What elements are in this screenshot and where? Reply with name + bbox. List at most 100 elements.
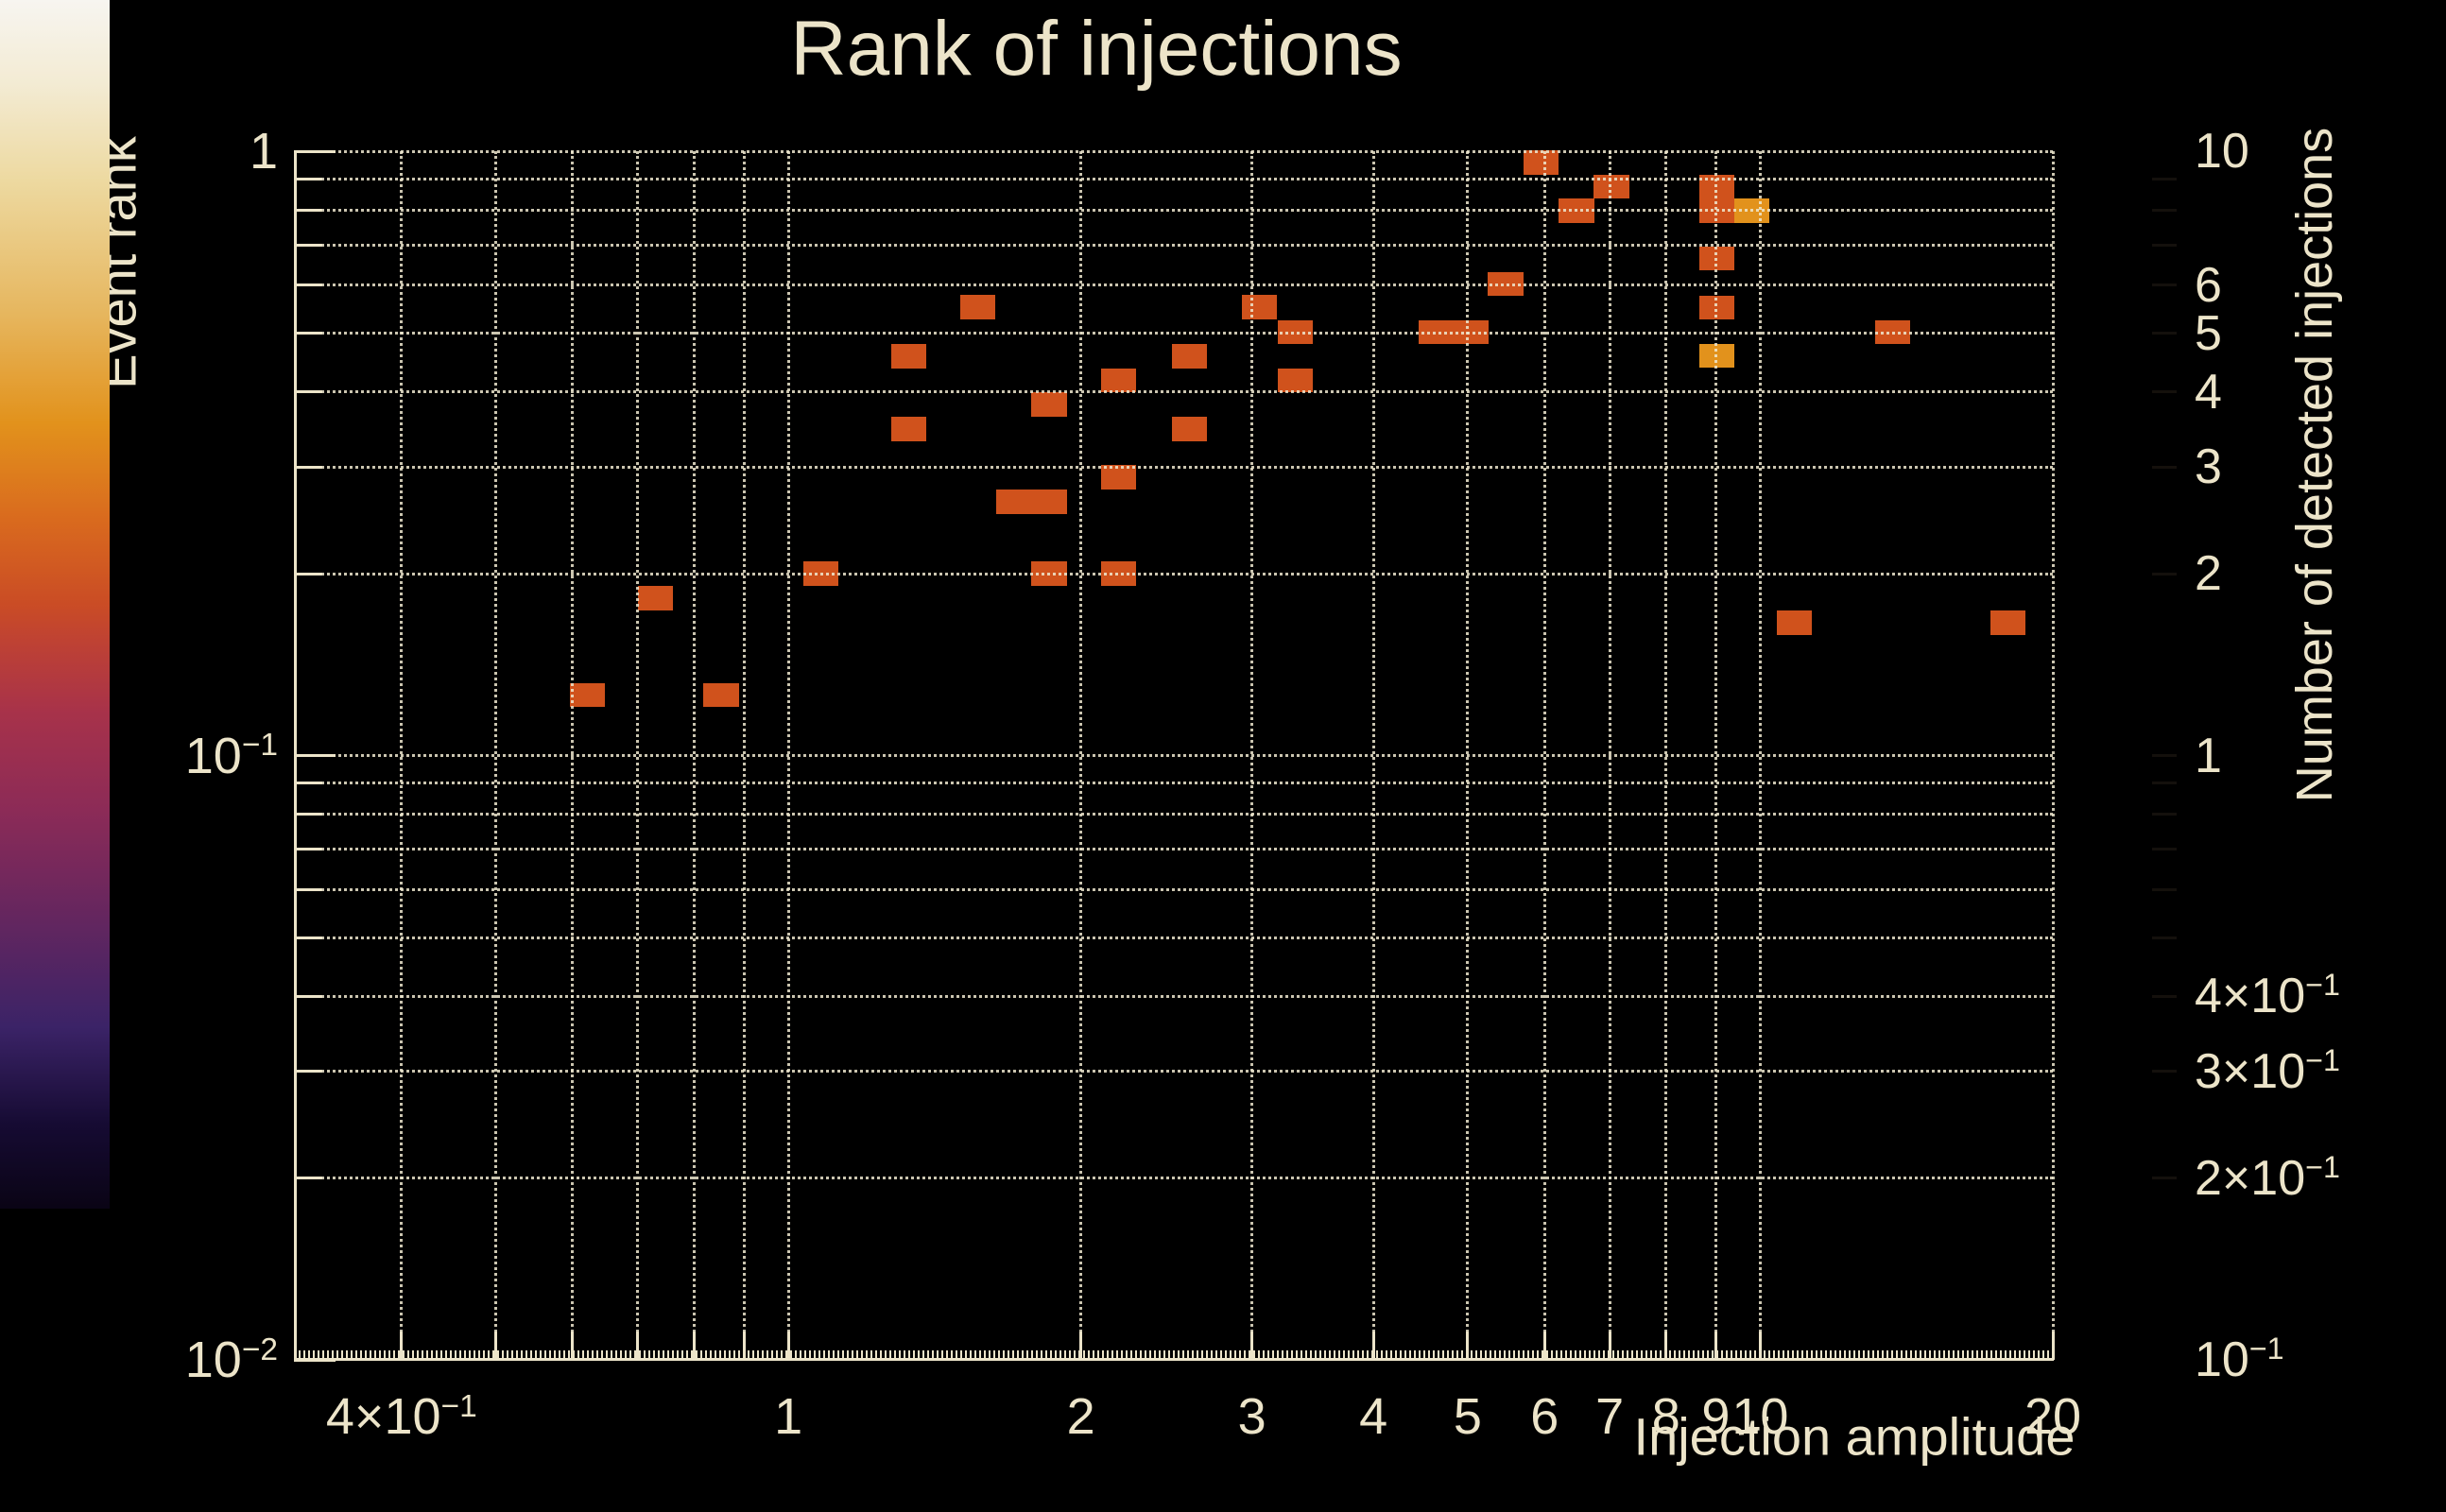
x-minor-tick bbox=[653, 1350, 655, 1360]
x-minor-tick bbox=[2047, 1350, 2049, 1360]
x-minor-tick bbox=[1088, 1350, 1090, 1360]
x-minor-tick bbox=[582, 1350, 584, 1360]
x-minor-tick bbox=[1244, 1350, 1246, 1360]
x-minor-tick bbox=[478, 1350, 480, 1360]
x-minor-tick bbox=[1206, 1350, 1208, 1360]
x-minor-tick bbox=[450, 1350, 452, 1360]
x-minor-tick bbox=[771, 1350, 773, 1360]
y-gridline bbox=[294, 813, 2053, 816]
x-axis-title: Injection amplitude bbox=[1633, 1406, 2076, 1467]
heatmap-cell bbox=[1777, 610, 1813, 635]
x-minor-tick bbox=[1976, 1350, 1978, 1360]
x-minor-tick bbox=[1310, 1350, 1312, 1360]
x-minor-tick bbox=[2024, 1350, 2025, 1360]
x-minor-tick bbox=[767, 1350, 768, 1360]
y-gridline bbox=[294, 465, 2053, 469]
x-tick-label: 2 bbox=[1066, 1388, 1095, 1445]
x-minor-tick bbox=[1820, 1350, 1822, 1360]
x-minor-tick bbox=[1844, 1350, 1846, 1360]
x-minor-tick bbox=[908, 1350, 910, 1360]
x-minor-tick bbox=[511, 1350, 513, 1360]
x-minor-tick bbox=[554, 1350, 556, 1360]
x-minor-tick bbox=[648, 1350, 650, 1360]
y-gridline bbox=[294, 1177, 2053, 1179]
x-minor-tick bbox=[1764, 1350, 1766, 1360]
x-minor-tick bbox=[592, 1350, 594, 1360]
x-minor-tick bbox=[1220, 1350, 1222, 1360]
heatmap-cell bbox=[637, 586, 674, 610]
x-minor-tick bbox=[1381, 1350, 1383, 1360]
x-minor-tick bbox=[719, 1350, 721, 1360]
colorbar-tick bbox=[2152, 813, 2177, 816]
x-minor-tick bbox=[1121, 1350, 1123, 1360]
x-minor-tick bbox=[1896, 1350, 1898, 1360]
x-minor-tick bbox=[1627, 1350, 1628, 1360]
x-minor-tick bbox=[1546, 1350, 1548, 1360]
x-minor-tick bbox=[2005, 1350, 2007, 1360]
x-minor-tick bbox=[1891, 1350, 1893, 1360]
x-minor-tick bbox=[1603, 1350, 1605, 1360]
x-minor-tick bbox=[1778, 1350, 1780, 1360]
x-minor-tick bbox=[1868, 1350, 1869, 1360]
x-minor-tick bbox=[1376, 1350, 1378, 1360]
x-minor-tick bbox=[341, 1350, 343, 1360]
x-minor-tick bbox=[412, 1350, 414, 1360]
x-minor-tick bbox=[1825, 1350, 1827, 1360]
x-minor-tick bbox=[979, 1350, 981, 1360]
y-tick bbox=[294, 177, 322, 180]
x-minor-tick bbox=[2038, 1350, 2040, 1360]
x-minor-tick bbox=[1636, 1350, 1638, 1360]
x-minor-tick bbox=[497, 1350, 499, 1360]
x-minor-tick bbox=[1712, 1350, 1714, 1360]
colorbar-tick-label: 4 bbox=[2195, 364, 2222, 420]
x-minor-tick bbox=[1754, 1350, 1756, 1360]
x-minor-tick bbox=[809, 1350, 811, 1360]
x-minor-tick bbox=[1031, 1350, 1033, 1360]
x-tick bbox=[786, 1332, 790, 1360]
x-minor-tick bbox=[1282, 1350, 1283, 1360]
x-minor-tick bbox=[431, 1350, 433, 1360]
x-minor-tick bbox=[1263, 1350, 1265, 1360]
colorbar-tick bbox=[2152, 1177, 2177, 1179]
x-minor-tick bbox=[1041, 1350, 1042, 1360]
x-minor-tick bbox=[1631, 1350, 1633, 1360]
y-gridline bbox=[294, 284, 2053, 287]
x-minor-tick bbox=[993, 1350, 995, 1360]
y-tick bbox=[294, 936, 322, 939]
x-minor-tick bbox=[1315, 1350, 1317, 1360]
x-tick bbox=[692, 1332, 696, 1360]
x-minor-tick bbox=[327, 1350, 329, 1360]
x-tick-label: 4 bbox=[1359, 1388, 1388, 1445]
x-minor-tick bbox=[426, 1350, 428, 1360]
x-minor-tick bbox=[1749, 1350, 1751, 1360]
y-tick-label: 10−2 bbox=[184, 1332, 278, 1388]
x-minor-tick bbox=[346, 1350, 348, 1360]
x-minor-tick bbox=[507, 1350, 508, 1360]
x-minor-tick bbox=[521, 1350, 523, 1360]
x-minor-tick bbox=[828, 1350, 830, 1360]
colorbar-tick bbox=[2152, 754, 2177, 757]
x-minor-tick bbox=[299, 1350, 301, 1360]
x-minor-tick bbox=[1178, 1350, 1180, 1360]
colorbar-tick bbox=[2152, 782, 2177, 785]
x-tick bbox=[1664, 1332, 1668, 1360]
x-minor-tick bbox=[710, 1350, 712, 1360]
x-minor-tick bbox=[729, 1350, 731, 1360]
colorbar-tick-label: 10 bbox=[2195, 124, 2249, 179]
x-minor-tick bbox=[870, 1350, 872, 1360]
colorbar-tick bbox=[2152, 572, 2177, 576]
x-minor-tick bbox=[885, 1350, 887, 1360]
x-minor-tick bbox=[785, 1350, 787, 1360]
x-minor-tick bbox=[757, 1350, 759, 1360]
x-minor-tick bbox=[360, 1350, 362, 1360]
x-minor-tick bbox=[837, 1350, 839, 1360]
x-minor-tick bbox=[313, 1350, 315, 1360]
x-minor-tick bbox=[530, 1350, 532, 1360]
x-minor-tick bbox=[1962, 1350, 1964, 1360]
x-minor-tick bbox=[1645, 1350, 1647, 1360]
x-minor-tick bbox=[1934, 1350, 1936, 1360]
x-minor-tick bbox=[1249, 1350, 1250, 1360]
x-minor-tick bbox=[1853, 1350, 1855, 1360]
